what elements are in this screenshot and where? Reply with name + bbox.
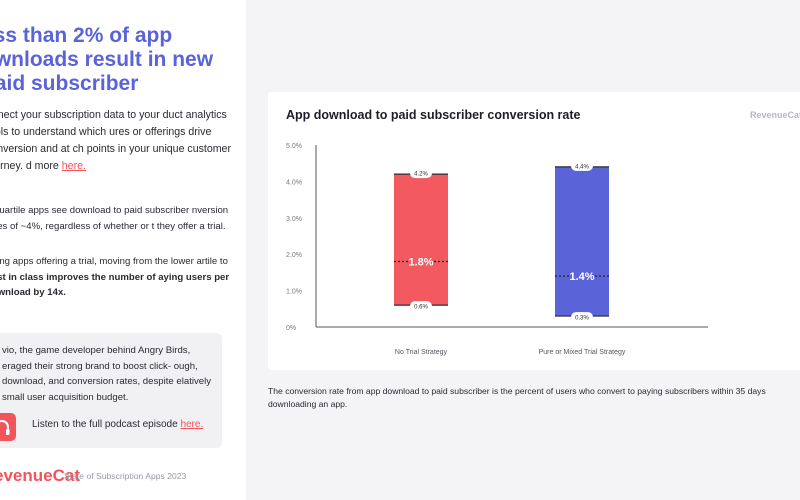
case-study-card: vio, the game developer behind Angry Bir… (0, 333, 222, 448)
y-tick-label: 0% (286, 325, 296, 332)
median-value-label: 1.4% (569, 271, 594, 283)
bullet-2: mong apps offering a trial, moving from … (0, 254, 244, 301)
x-category-label: No Trial Strategy (395, 349, 448, 356)
median-label-bg (569, 267, 595, 284)
intro-paragraph: onnect your subscription data to your du… (0, 107, 244, 175)
chart-logo: RevenueCat (750, 110, 800, 120)
top-value-pill (410, 168, 432, 179)
intro-link[interactable]: here. (61, 160, 86, 172)
revenuecat-logo: evenueCat (0, 466, 80, 485)
headline: ess than 2% of app ownloads result in ne… (0, 24, 214, 95)
left-panel: ess than 2% of app ownloads result in ne… (0, 0, 246, 500)
top-value-label: 4.4% (575, 164, 589, 170)
x-category-label: Pure or Mixed Trial Strategy (539, 349, 626, 356)
podcast-link[interactable]: here. (180, 419, 204, 430)
y-tick-label: 2.0% (286, 252, 302, 259)
podcast-text: Listen to the full podcast episode (32, 419, 178, 430)
headphones-icon (0, 413, 16, 441)
y-tick-label: 4.0% (286, 179, 302, 186)
bullet-1: p quartile apps see download to paid sub… (0, 205, 229, 232)
bottom-value-label: 0.6% (414, 305, 428, 311)
median-label-bg (408, 252, 434, 269)
chart-card: App download to paid subscriber conversi… (268, 92, 800, 370)
bar-range (555, 166, 609, 317)
conversion-chart: 0% 1.0% 2.0% 3.0% 4.0% 5.0% 4.2% 0.6% 1.8% No Tri… (286, 143, 708, 356)
bottom-value-label: 0.3% (575, 316, 589, 322)
chart-title: App download to paid subscriber conversi… (286, 108, 581, 122)
y-tick-label: 1.0% (286, 289, 302, 296)
chart-caption: The conversion rate from app download to… (268, 386, 766, 409)
y-tick-label: 3.0% (286, 216, 302, 223)
footer-text: State of Subscription Apps 2023 (64, 471, 187, 481)
case-study-text: vio, the game developer behind Angry Bir… (2, 345, 212, 403)
intro-text: onnect your subscription data to your du… (0, 109, 231, 172)
median-value-label: 1.8% (408, 256, 433, 268)
top-value-label: 4.2% (414, 172, 428, 178)
bullet-2-text: mong apps offering a trial, moving from … (0, 256, 228, 267)
bar-range (394, 174, 448, 306)
y-tick-label: 5.0% (286, 143, 302, 150)
top-value-pill (571, 160, 593, 171)
bottom-value-pill (571, 312, 593, 323)
bottom-value-pill (410, 301, 432, 312)
podcast-line: Listen to the full podcast episode here. (32, 419, 203, 430)
bullet-2-bold: best in class improves the number of ayi… (0, 271, 230, 299)
right-panel: App download to paid subscriber conversi… (246, 0, 800, 500)
